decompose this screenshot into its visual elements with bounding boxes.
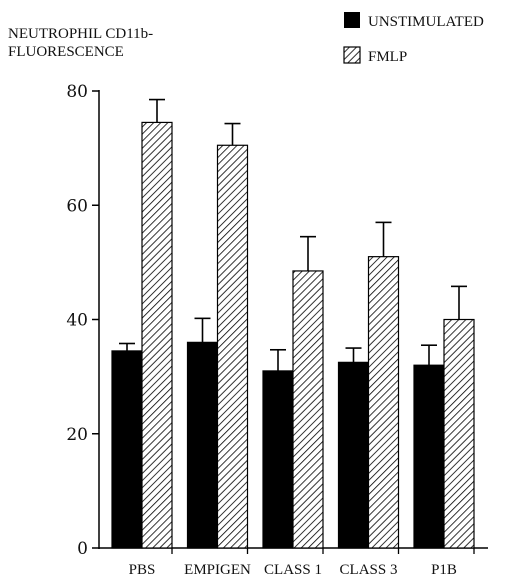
bar-unstimulated — [111, 350, 143, 549]
y-tick-label: 80 — [66, 82, 88, 102]
y-tick-label: 0 — [77, 539, 88, 559]
bar-fmlp — [292, 270, 324, 549]
y-tick-label: 60 — [66, 196, 88, 216]
bar-fmlp — [443, 318, 475, 549]
bar-unstimulated — [186, 341, 219, 549]
x-tick-label: CLASS 1 — [264, 562, 322, 578]
legend: UNSTIMULATED FMLP — [343, 12, 484, 65]
bar-fmlp — [367, 256, 400, 549]
legend-swatch-fmlp — [343, 46, 361, 64]
bar-unstimulated — [413, 364, 445, 549]
bar-fmlp — [216, 144, 249, 549]
legend-label-unstimulated: UNSTIMULATED — [368, 14, 484, 30]
x-tick-label: P1B — [431, 562, 457, 578]
legend-swatch-unstimulated — [344, 12, 360, 28]
bar-unstimulated — [262, 370, 294, 549]
legend-label-fmlp: FMLP — [368, 49, 407, 65]
y-tick-label: 20 — [66, 425, 88, 445]
chart-subtitle: FLUORESCENCE — [8, 44, 124, 60]
chart-title: NEUTROPHIL CD11b- — [8, 26, 153, 42]
bars — [111, 98, 475, 549]
x-tick-label: PBS — [129, 562, 156, 578]
x-tick-label: EMPIGEN — [184, 562, 251, 578]
y-tick-label: 40 — [66, 311, 88, 331]
bar-fmlp — [141, 121, 173, 549]
x-tick-label: CLASS 3 — [340, 562, 398, 578]
x-tick-labels: PBS EMPIGEN CLASS 1 CLASS 3 P1B — [129, 548, 475, 578]
y-ticks: 0 20 40 60 80 — [66, 82, 99, 559]
bar-unstimulated — [337, 361, 370, 549]
